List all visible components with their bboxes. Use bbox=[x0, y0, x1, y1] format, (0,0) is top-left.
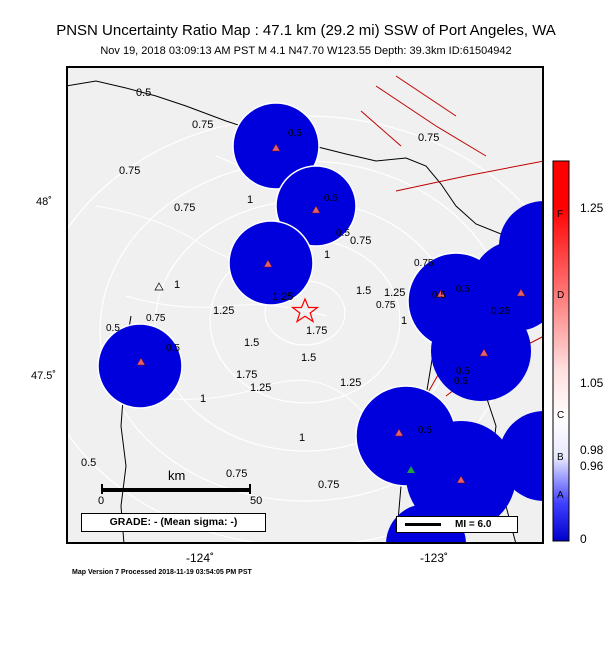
contour-label: 0.75 bbox=[146, 313, 166, 324]
contour-label: 1.5 bbox=[301, 352, 316, 364]
scale-bar bbox=[101, 484, 251, 494]
contour-label: 1.5 bbox=[356, 285, 371, 297]
contour-label: 0.5 bbox=[81, 457, 96, 469]
mi-text: MI = 6.0 bbox=[455, 519, 492, 530]
contour-label: 0.5 bbox=[432, 290, 446, 301]
contour-label: 0.5 bbox=[456, 366, 470, 377]
contour-label: 0.75 bbox=[174, 202, 195, 214]
scale-unit: km bbox=[168, 468, 186, 483]
colorbar-letter: F bbox=[557, 209, 564, 220]
contour-label: 0.5 bbox=[288, 128, 302, 139]
map-version-footer: Map Version 7 Processed 2018-11-19 03:54… bbox=[72, 569, 252, 576]
contour-label: 1.25 bbox=[340, 377, 361, 389]
epicenter-star-icon bbox=[290, 297, 320, 323]
contour-label: 0.75 bbox=[418, 132, 439, 144]
scale-end: 50 bbox=[250, 495, 263, 507]
contour-label: 0.5 bbox=[106, 323, 120, 334]
contour-label: 0.75 bbox=[414, 258, 434, 269]
contour-label: 1.25 bbox=[213, 305, 234, 317]
colorbar-value: 1.05 bbox=[580, 376, 604, 390]
contour-label: 0.25 bbox=[491, 306, 511, 317]
contour-label: 0.75 bbox=[376, 300, 396, 311]
colorbar-letter: A bbox=[557, 490, 564, 501]
colorbar-value: 0.96 bbox=[580, 459, 604, 473]
uncertainty-map[interactable]: 0.5 0.75 0.5 0.75 1 0.5 0.75 0.5 1 0.75 … bbox=[66, 66, 544, 544]
map-title: PNSN Uncertainty Ratio Map : 47.1 km (29… bbox=[56, 22, 556, 39]
contour-label: 0.5 bbox=[336, 228, 350, 239]
event-details: Nov 19, 2018 03:09:13 AM PST M 4.1 N47.7… bbox=[100, 45, 512, 57]
contour-label: 1.25 bbox=[250, 382, 271, 394]
lon-tick-minus-123: -123˚ bbox=[420, 551, 449, 565]
contour-label: 0.75 bbox=[226, 468, 247, 480]
mi-bar bbox=[405, 523, 441, 526]
contour-label: 1 bbox=[299, 432, 305, 444]
lat-tick-47-5: 47.5˚ bbox=[31, 370, 57, 382]
contour-label: 1.75 bbox=[236, 369, 257, 381]
contour-label: 1 bbox=[401, 315, 407, 327]
inactive-station-icon bbox=[154, 282, 164, 291]
contour-label: 0.5 bbox=[324, 193, 338, 204]
contour-label: 1.75 bbox=[306, 325, 327, 337]
colorbar bbox=[552, 160, 570, 542]
contour-label: 0.5 bbox=[456, 284, 470, 295]
lon-tick-minus-124: -124˚ bbox=[186, 551, 215, 565]
mi-legend: MI = 6.0 bbox=[396, 516, 518, 533]
contour-labels: 0.5 0.75 0.5 0.75 1 0.5 0.75 0.5 1 0.75 … bbox=[81, 87, 511, 491]
lat-tick-48: 48˚ bbox=[36, 196, 52, 208]
contour-label: 1 bbox=[200, 393, 206, 405]
colorbar-value: 1.25 bbox=[580, 201, 604, 215]
contour-label: 1.5 bbox=[244, 337, 259, 349]
contour-label: 0.5 bbox=[454, 376, 468, 387]
contour-label: 0.5 bbox=[136, 87, 151, 99]
contour-label: 0.75 bbox=[119, 165, 140, 177]
contour-label: 1.25 bbox=[272, 291, 293, 303]
scale-start: 0 bbox=[98, 495, 105, 507]
contour-label: 1 bbox=[324, 249, 330, 261]
contour-label: 1.25 bbox=[384, 287, 405, 299]
contour-label: 0.75 bbox=[350, 235, 371, 247]
map-canvas: 0.5 0.75 0.5 0.75 1 0.5 0.75 0.5 1 0.75 … bbox=[66, 66, 544, 544]
grade-box: GRADE: - (Mean sigma: -) bbox=[81, 513, 266, 532]
contour-label: 0.5 bbox=[166, 343, 180, 354]
contour-label: 1 bbox=[174, 279, 180, 291]
grade-text: GRADE: - (Mean sigma: -) bbox=[109, 516, 238, 528]
contour-label: 0.75 bbox=[318, 479, 339, 491]
colorbar-letter: D bbox=[557, 290, 565, 301]
contour-label: 1 bbox=[247, 194, 253, 206]
station-markers bbox=[136, 143, 526, 484]
colorbar-letter: B bbox=[557, 452, 564, 463]
contour-label: 0.5 bbox=[418, 425, 432, 436]
station-green-icon bbox=[407, 466, 415, 473]
colorbar-value: 0 bbox=[580, 532, 587, 546]
colorbar-value: 0.98 bbox=[580, 443, 604, 457]
colorbar-letter: C bbox=[557, 410, 565, 421]
contour-label: 0.75 bbox=[192, 119, 213, 131]
